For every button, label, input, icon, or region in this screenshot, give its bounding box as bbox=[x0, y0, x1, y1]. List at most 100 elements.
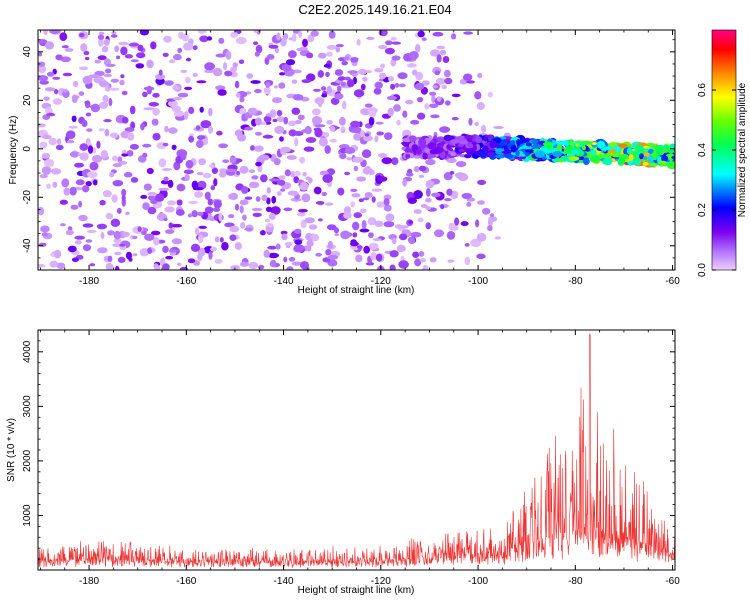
heatmap-cell bbox=[361, 149, 372, 159]
heatmap-cell bbox=[178, 31, 184, 39]
heatmap-cell bbox=[296, 47, 304, 52]
heatmap-cell bbox=[285, 59, 296, 66]
heatmap-cell bbox=[230, 66, 237, 73]
heatmap-cell bbox=[280, 230, 288, 235]
heatmap-cell bbox=[464, 243, 470, 247]
heatmap-cell bbox=[495, 148, 505, 153]
heatmap-cell bbox=[260, 174, 268, 183]
heatmap-cell bbox=[470, 238, 482, 248]
heatmap-cell bbox=[449, 170, 455, 175]
heatmap-cell bbox=[236, 170, 241, 176]
heatmap-cell bbox=[384, 47, 395, 55]
heatmap-cell bbox=[455, 136, 462, 141]
heatmap-cell bbox=[342, 100, 347, 110]
colorbar: 0.0 0.2 0.4 0.6 Normalized spectral amplitu… bbox=[697, 29, 748, 277]
heatmap-cell bbox=[248, 181, 260, 189]
heatmap-cell bbox=[255, 44, 263, 54]
y-tick-label: 3000 bbox=[22, 395, 33, 418]
heatmap-cell bbox=[169, 59, 176, 64]
heatmap-cell bbox=[112, 180, 124, 187]
heatmap-cell bbox=[105, 63, 116, 67]
heatmap-cell bbox=[97, 34, 105, 40]
heatmap-cell bbox=[137, 44, 144, 52]
snr-plot-area bbox=[38, 330, 675, 570]
heatmap-cell bbox=[208, 251, 213, 260]
heatmap-cell bbox=[244, 196, 253, 200]
heatmap-cell bbox=[371, 196, 376, 203]
colorbar-ticks: 0.0 0.2 0.4 0.6 bbox=[697, 83, 736, 277]
heatmap-cell bbox=[132, 235, 138, 240]
heatmap-cell bbox=[239, 205, 244, 214]
heatmap-cell bbox=[69, 151, 79, 158]
heatmap-cell bbox=[335, 47, 340, 53]
heatmap-cell bbox=[71, 115, 77, 123]
heatmap-cell bbox=[458, 140, 469, 145]
heatmap-cell bbox=[188, 106, 195, 114]
heatmap-cell bbox=[447, 259, 455, 263]
heatmap-cell bbox=[82, 185, 90, 193]
heatmap-cell bbox=[414, 258, 422, 267]
heatmap-cell bbox=[177, 47, 183, 54]
heatmap-cell bbox=[275, 243, 281, 250]
heatmap-cell bbox=[278, 175, 286, 180]
heatmap-cell bbox=[323, 132, 330, 138]
heatmap-cell bbox=[276, 110, 283, 117]
heatmap-cell bbox=[344, 147, 356, 154]
heatmap-cell bbox=[103, 73, 113, 78]
heatmap-cell bbox=[197, 247, 206, 257]
heatmap-cell bbox=[184, 86, 193, 91]
heatmap-cell bbox=[280, 37, 287, 47]
heatmap-cell bbox=[313, 186, 322, 195]
heatmap-cell bbox=[454, 172, 466, 179]
heatmap-cell bbox=[305, 137, 317, 143]
heatmap-cell bbox=[418, 165, 427, 172]
heatmap-cell bbox=[198, 158, 207, 166]
heatmap-cell bbox=[105, 262, 114, 270]
heatmap-cell bbox=[291, 79, 298, 84]
heatmap-cell bbox=[341, 127, 346, 131]
heatmap-cell bbox=[234, 203, 240, 211]
heatmap-cell bbox=[375, 253, 383, 262]
heatmap-cell bbox=[343, 212, 352, 219]
heatmap-cell bbox=[628, 154, 634, 161]
heatmap-cell bbox=[464, 154, 472, 159]
heatmap-cell bbox=[228, 214, 235, 219]
heatmap-cell bbox=[263, 115, 272, 123]
heatmap-cell bbox=[531, 138, 538, 145]
heatmap-cell bbox=[591, 142, 598, 145]
heatmap-cell bbox=[255, 161, 262, 167]
heatmap-cell bbox=[88, 74, 100, 78]
heatmap-cell bbox=[414, 44, 421, 53]
heatmap-cell bbox=[581, 140, 592, 145]
heatmap-cell bbox=[602, 157, 613, 166]
heatmap-cell bbox=[364, 133, 370, 137]
heatmap-cell bbox=[183, 111, 189, 120]
heatmap-cell bbox=[407, 197, 417, 204]
heatmap-cell bbox=[167, 200, 177, 206]
heatmap-cell bbox=[61, 178, 70, 188]
heatmap-cell bbox=[103, 119, 112, 123]
heatmap-cell bbox=[269, 259, 277, 268]
x-tick-label: -80 bbox=[568, 576, 583, 587]
heatmap-cell bbox=[41, 232, 48, 237]
heatmap-cell bbox=[70, 204, 79, 210]
heatmap-cell bbox=[87, 171, 98, 179]
heatmap-cell bbox=[274, 47, 279, 54]
heatmap-cell bbox=[340, 230, 351, 240]
heatmap-cell bbox=[466, 80, 475, 84]
heatmap-cell bbox=[314, 97, 325, 105]
heatmap-cell bbox=[343, 56, 350, 61]
heatmap-cell bbox=[254, 51, 260, 57]
heatmap-cell bbox=[261, 194, 268, 202]
heatmap-cell bbox=[408, 220, 413, 224]
heatmap-cell bbox=[301, 193, 311, 203]
heatmap-cell bbox=[477, 179, 487, 185]
heatmap-cell bbox=[155, 77, 165, 86]
heatmap-cell bbox=[98, 38, 104, 47]
heatmap-cell bbox=[39, 174, 48, 179]
heatmap-cell bbox=[277, 179, 286, 186]
heatmap-cell bbox=[136, 52, 146, 59]
heatmap-cell bbox=[105, 212, 114, 220]
heatmap-cell bbox=[352, 126, 362, 134]
heatmap-cell bbox=[445, 100, 451, 106]
